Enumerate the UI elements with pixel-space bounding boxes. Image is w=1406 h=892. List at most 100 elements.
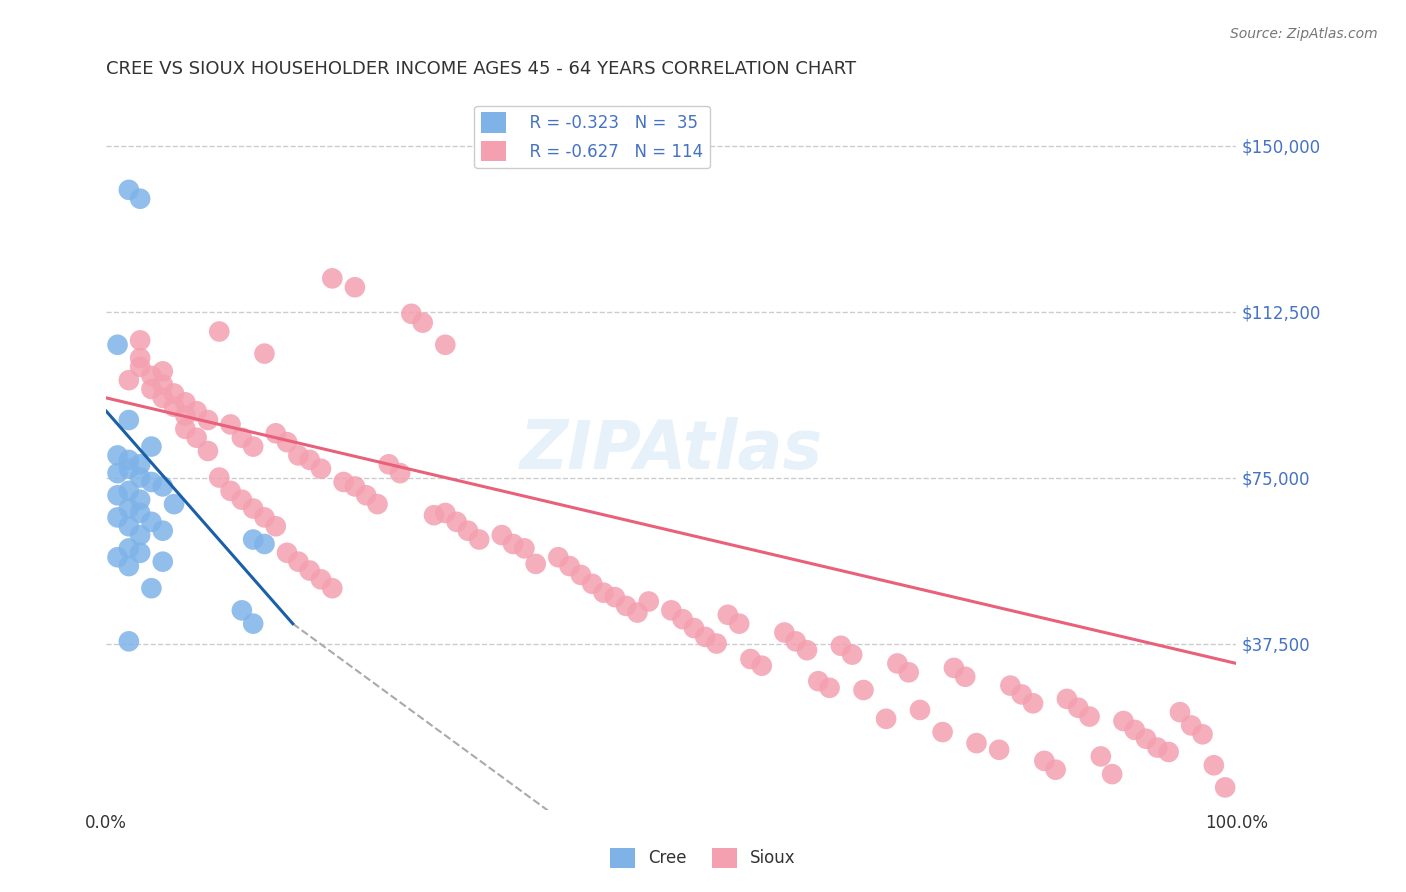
Point xyxy=(683,621,706,635)
Point xyxy=(796,643,818,657)
Point xyxy=(908,703,931,717)
Point xyxy=(446,515,468,529)
Point xyxy=(152,555,174,569)
Point xyxy=(830,639,852,653)
Point xyxy=(242,533,264,547)
Point xyxy=(558,559,581,574)
Point xyxy=(672,612,695,626)
Point xyxy=(1157,745,1180,759)
Point xyxy=(298,453,321,467)
Point xyxy=(141,440,163,454)
Point xyxy=(231,492,253,507)
Point xyxy=(614,599,637,613)
Point xyxy=(186,431,208,445)
Point xyxy=(118,183,141,197)
Point xyxy=(852,683,875,698)
Point xyxy=(931,725,953,739)
Point xyxy=(366,497,388,511)
Point xyxy=(1033,754,1056,768)
Point xyxy=(107,338,129,352)
Point xyxy=(264,426,287,441)
Point xyxy=(129,492,152,507)
Point xyxy=(502,537,524,551)
Point xyxy=(547,550,569,565)
Point xyxy=(129,334,152,348)
Point xyxy=(197,413,219,427)
Point xyxy=(1067,700,1090,714)
Point xyxy=(491,528,513,542)
Point xyxy=(332,475,354,489)
Point xyxy=(717,607,740,622)
Point xyxy=(988,743,1011,757)
Point xyxy=(129,351,152,365)
Point xyxy=(163,386,186,401)
Point xyxy=(208,470,231,484)
Point xyxy=(740,652,762,666)
Point xyxy=(966,736,988,750)
Point xyxy=(208,325,231,339)
Point xyxy=(1191,727,1213,741)
Point xyxy=(401,307,423,321)
Point xyxy=(174,395,197,409)
Point xyxy=(841,648,863,662)
Point xyxy=(276,546,298,560)
Point xyxy=(751,658,773,673)
Point xyxy=(264,519,287,533)
Point xyxy=(253,537,276,551)
Point xyxy=(457,524,479,538)
Point xyxy=(219,417,242,432)
Point xyxy=(152,377,174,392)
Point xyxy=(287,449,309,463)
Point xyxy=(129,458,152,472)
Point xyxy=(423,508,446,523)
Point xyxy=(1000,679,1022,693)
Point xyxy=(197,444,219,458)
Point xyxy=(1123,723,1146,737)
Point xyxy=(659,603,682,617)
Point xyxy=(118,519,141,533)
Point xyxy=(141,368,163,383)
Point xyxy=(942,661,965,675)
Point xyxy=(875,712,897,726)
Point xyxy=(1011,688,1033,702)
Point xyxy=(152,479,174,493)
Point xyxy=(174,422,197,436)
Point xyxy=(569,568,592,582)
Point xyxy=(468,533,491,547)
Point xyxy=(695,630,717,644)
Point xyxy=(807,674,830,689)
Point xyxy=(603,590,626,604)
Point xyxy=(129,506,152,520)
Point xyxy=(524,557,547,571)
Point xyxy=(253,510,276,524)
Point xyxy=(231,603,253,617)
Point xyxy=(1078,709,1101,723)
Point xyxy=(785,634,807,648)
Point xyxy=(129,470,152,484)
Point xyxy=(107,488,129,502)
Point xyxy=(141,515,163,529)
Point xyxy=(706,636,728,650)
Point xyxy=(118,559,141,574)
Point xyxy=(1101,767,1123,781)
Point xyxy=(118,373,141,387)
Point xyxy=(1180,718,1202,732)
Point xyxy=(129,192,152,206)
Point xyxy=(107,449,129,463)
Point xyxy=(118,453,141,467)
Point xyxy=(773,625,796,640)
Point xyxy=(434,338,457,352)
Point xyxy=(118,413,141,427)
Point xyxy=(434,506,457,520)
Point xyxy=(343,280,366,294)
Point xyxy=(298,564,321,578)
Point xyxy=(141,475,163,489)
Point xyxy=(309,461,332,475)
Point xyxy=(276,435,298,450)
Point xyxy=(107,466,129,480)
Point xyxy=(728,616,751,631)
Point xyxy=(378,458,401,472)
Point xyxy=(242,616,264,631)
Legend: Cree, Sioux: Cree, Sioux xyxy=(603,841,803,875)
Point xyxy=(354,488,377,502)
